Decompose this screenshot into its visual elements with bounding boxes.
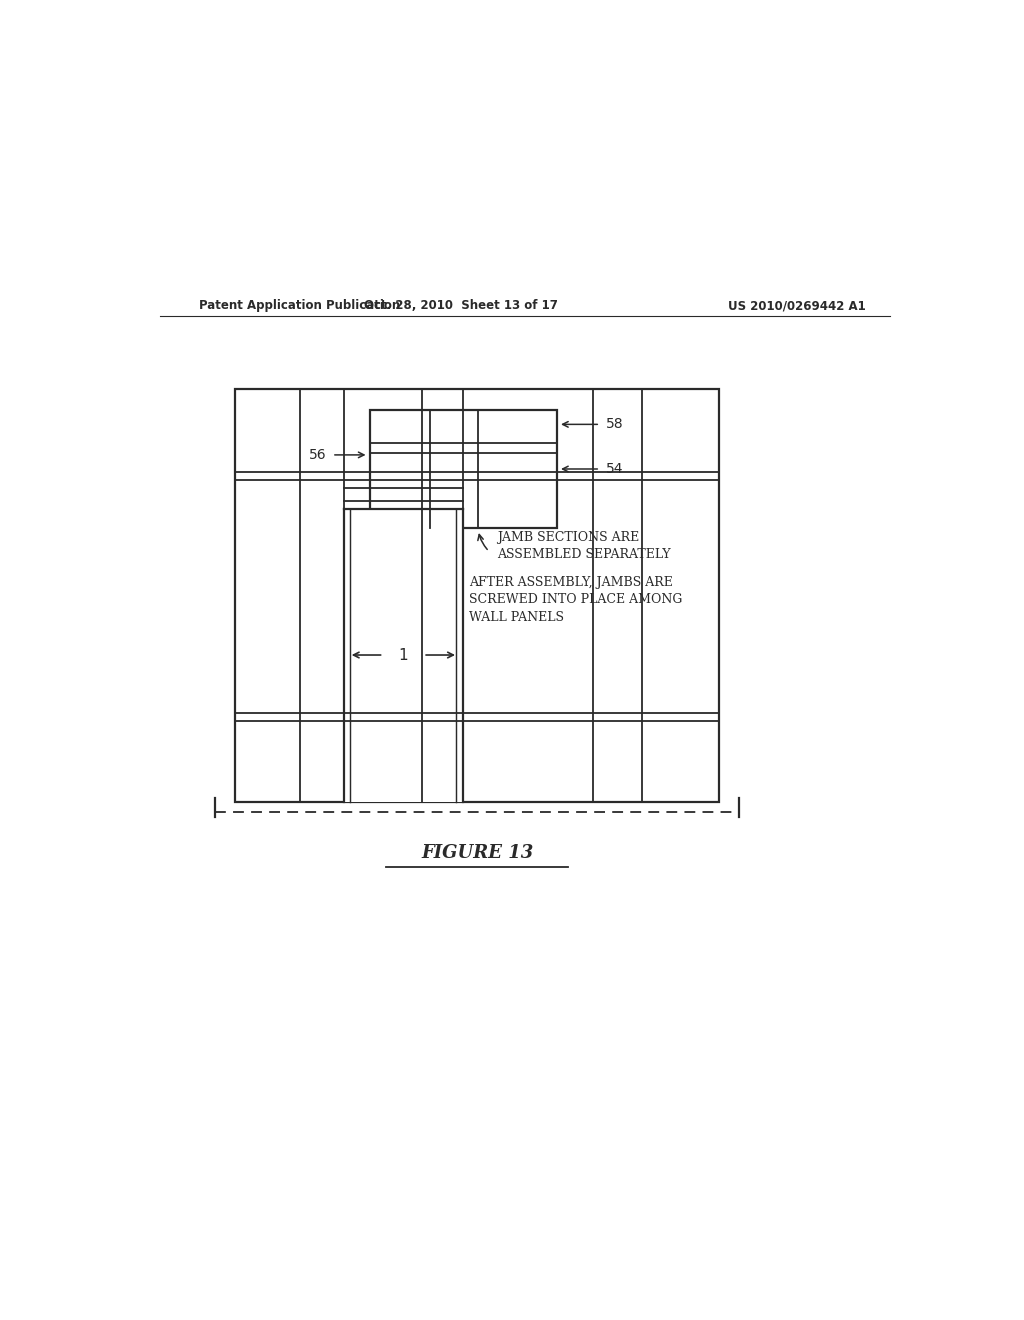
Bar (236, 389, 719, 801)
Text: 1: 1 (398, 648, 409, 663)
Text: SCREWED INTO PLACE AMONG: SCREWED INTO PLACE AMONG (469, 593, 683, 606)
Text: JAMB SECTIONS ARE: JAMB SECTIONS ARE (497, 531, 639, 544)
Text: FIGURE 13: FIGURE 13 (421, 843, 534, 862)
Bar (344, 508, 463, 801)
Text: AFTER ASSEMBLY, JAMBS ARE: AFTER ASSEMBLY, JAMBS ARE (469, 576, 673, 589)
Text: 54: 54 (384, 545, 401, 560)
Text: 58: 58 (606, 417, 624, 432)
Text: US 2010/0269442 A1: US 2010/0269442 A1 (728, 300, 866, 312)
Bar (370, 411, 557, 528)
Text: Oct. 28, 2010  Sheet 13 of 17: Oct. 28, 2010 Sheet 13 of 17 (365, 300, 558, 312)
Text: 54: 54 (606, 462, 624, 477)
Text: WALL PANELS: WALL PANELS (469, 611, 564, 624)
Text: Patent Application Publication: Patent Application Publication (200, 300, 400, 312)
Text: ASSEMBLED SEPARATELY: ASSEMBLED SEPARATELY (497, 548, 671, 561)
Text: 56: 56 (309, 447, 327, 462)
